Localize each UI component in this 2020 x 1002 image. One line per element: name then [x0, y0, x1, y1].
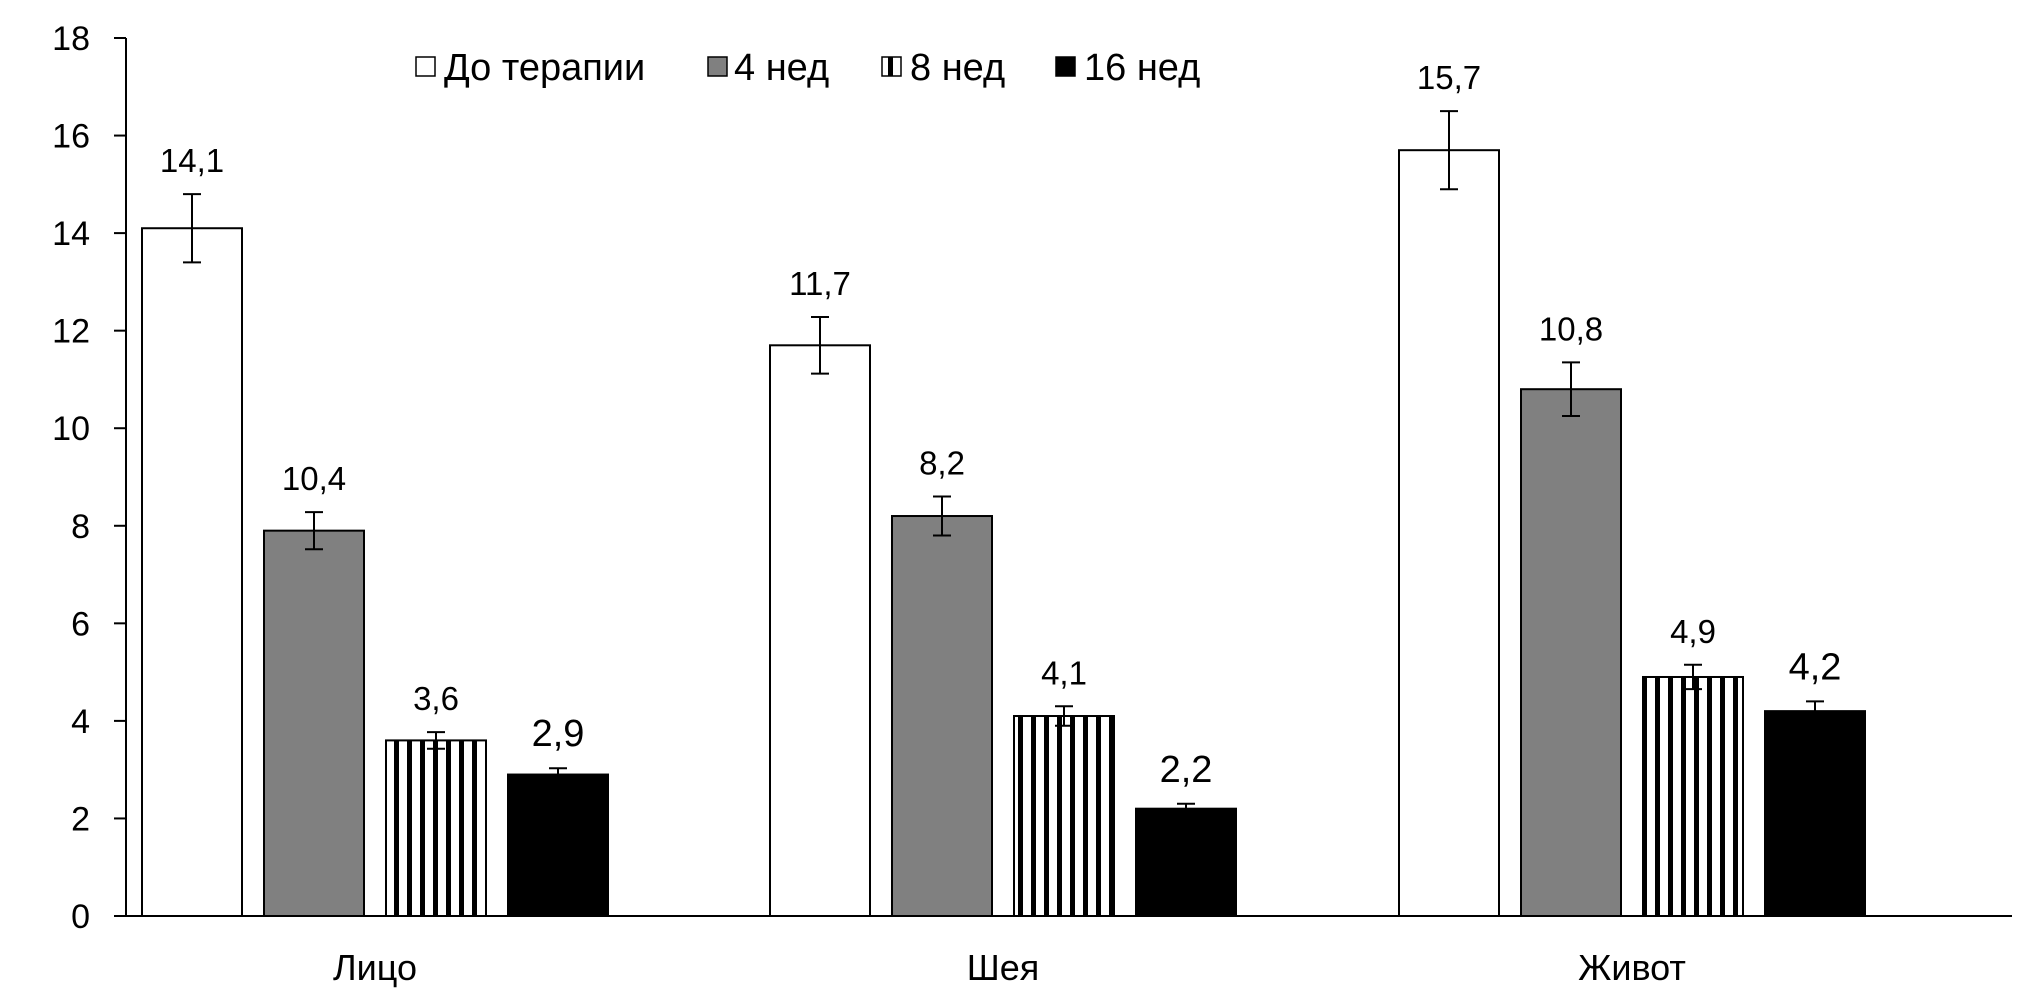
data-label: 4,2	[1789, 646, 1842, 688]
error-bar	[183, 193, 201, 264]
legend-label: 4 нед	[734, 47, 829, 89]
bar-gray	[1520, 388, 1622, 917]
y-tick-label: 2	[71, 800, 90, 838]
error-bar	[1806, 700, 1824, 722]
bar-white	[141, 227, 243, 917]
bar-black	[1135, 807, 1237, 918]
bar-black	[1764, 710, 1866, 918]
data-label: 2,9	[532, 713, 585, 755]
error-bar	[811, 316, 829, 375]
error-bar	[1177, 802, 1195, 815]
bar-black	[507, 773, 609, 917]
data-label: 2,2	[1160, 749, 1213, 791]
y-tick-label: 14	[52, 215, 90, 253]
y-tick-label: 10	[52, 410, 90, 448]
data-label: 11,7	[789, 265, 851, 302]
data-label: 10,4	[282, 460, 346, 497]
legend-item: 8 нед	[881, 47, 1005, 89]
data-label: 3,6	[413, 680, 459, 717]
bar-gray	[891, 515, 993, 917]
error-bar	[1440, 110, 1458, 191]
y-tick-label: 16	[52, 118, 90, 156]
legend-label: 16 нед	[1084, 47, 1200, 89]
error-bar	[1684, 663, 1702, 691]
y-tick-label: 4	[71, 703, 90, 741]
bars	[141, 110, 1866, 918]
data-label: 8,2	[919, 445, 965, 482]
x-category-label: Лицо	[333, 947, 417, 988]
legend-label: 8 нед	[910, 47, 1005, 89]
bar-vertical-stripes	[1642, 675, 1744, 917]
y-tick-label: 8	[71, 508, 90, 546]
error-bar	[427, 731, 445, 750]
bar-white	[1398, 149, 1500, 917]
error-bar	[549, 767, 567, 782]
legend-label: До терапии	[444, 47, 645, 89]
data-label: 14,1	[160, 142, 224, 179]
y-tick-label: 6	[71, 605, 90, 643]
error-bar	[1055, 705, 1073, 727]
legend-swatch	[881, 56, 902, 77]
legend-item: 4 нед	[707, 47, 829, 89]
legend: До терапии 4 нед 8 нед 16 нед	[415, 47, 1200, 89]
legend-item: До терапии	[415, 47, 645, 89]
x-category-label: Шея	[967, 947, 1040, 988]
y-tick-label: 0	[71, 898, 90, 936]
data-label: 10,8	[1539, 310, 1603, 347]
x-category-label: Живот	[1578, 947, 1686, 988]
y-tick-label: 12	[52, 313, 90, 351]
bar-vertical-stripes	[1013, 715, 1115, 917]
legend-item: 16 нед	[1055, 47, 1200, 89]
data-label: 4,9	[1670, 613, 1716, 650]
data-labels: 14,1 11,7 15,7 10,4 8,2 10,8 3,6 4,1 4,9 2,9 2,2 4,…	[160, 59, 1842, 791]
error-bar	[305, 511, 323, 551]
bar-vertical-stripes	[385, 739, 487, 918]
data-label: 15,7	[1417, 59, 1481, 96]
bar-gray	[263, 529, 365, 918]
legend-swatch	[415, 56, 436, 77]
legend-swatch	[707, 56, 728, 77]
legend-swatch	[1055, 56, 1076, 77]
bar-white	[769, 344, 871, 917]
y-tick-label: 18	[52, 20, 90, 58]
error-bar	[1562, 361, 1580, 418]
error-bar	[933, 495, 951, 537]
data-label: 4,1	[1041, 654, 1087, 691]
